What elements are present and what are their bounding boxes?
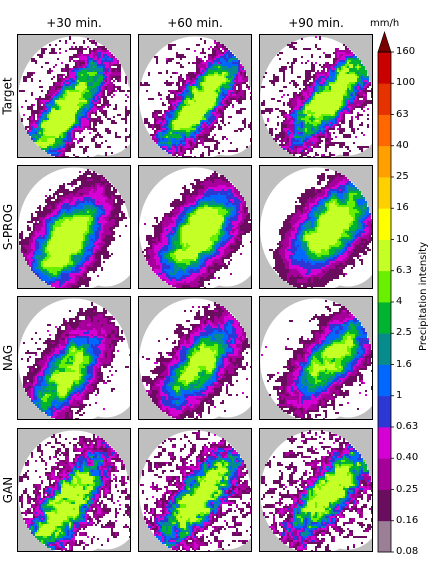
colorbar-tick-label: 63 [396,109,409,120]
panel-target-1 [17,34,131,158]
row-title-nag: NAG [0,296,16,420]
panel-frame [17,165,131,289]
colorbar-tick-label: 0.63 [396,421,418,432]
colorbar-bin-15 [378,52,391,84]
precipitation-field [140,38,252,158]
colorbar-tick-label: 100 [396,77,415,88]
precipitation-field [261,430,373,552]
colorbar-bin-11 [378,177,391,209]
precipitation-field [19,36,131,158]
colorbar-bin-0 [378,520,391,553]
colorbar-tick-label: 10 [396,234,409,245]
panel-sprog-3 [259,165,373,289]
row-title-sprog: S-PROG [0,165,16,289]
precipitation-field [261,36,373,158]
panel-target-2 [138,34,252,158]
colorbar-bin-12 [378,145,391,178]
precipitation-field [21,302,131,420]
colorbar-bin-10 [378,208,391,240]
precipitation-field [261,300,373,420]
precipitation-field [269,169,373,289]
panel-gan-2 [138,428,252,552]
colorbar-bin-14 [378,83,391,115]
column-title-30min: +30 min. [17,16,131,30]
colorbar-label: Precipitation intensity [414,40,432,552]
colorbar [377,31,394,553]
colorbar-extend-arrow [377,31,392,53]
colorbar-bin-9 [378,239,391,272]
panel-target-3 [259,34,373,158]
colorbar-tick-label: 6.3 [396,265,412,276]
colorbar-tick-label: 1 [396,390,402,401]
panel-frame [259,296,373,420]
panel-nag-2 [138,296,252,420]
colorbar-bin-5 [378,364,391,397]
panel-frame [259,165,373,289]
colorbar-bin-13 [378,114,391,147]
panel-sprog-2 [138,165,252,289]
panel-gan-1 [17,428,131,552]
colorbar-tick-label: 16 [396,202,409,213]
panel-frame [138,34,252,158]
colorbar-tick-label: 160 [396,46,415,57]
panel-gan-3 [259,428,373,552]
colorbar-tick-label: 0.25 [396,484,418,495]
panel-nag-1 [17,296,131,420]
colorbar-bin-6 [378,333,391,365]
colorbar-bin-1 [378,489,391,522]
precipitation-field [19,169,127,289]
column-title-60min: +60 min. [138,16,252,30]
panel-frame [17,34,131,158]
colorbar-tick-label: 0.40 [396,452,418,463]
column-title-90min: +90 min. [259,16,373,30]
colorbar-tick-label: 25 [396,171,409,182]
panel-frame [138,165,252,289]
panel-frame [138,428,252,552]
panel-frame [138,296,252,420]
panel-frame [259,428,373,552]
colorbar-bin-2 [378,458,391,490]
precipitation-field [140,430,252,552]
panel-frame [259,34,373,158]
colorbar-tick-label: 0.16 [396,515,418,526]
row-title-gan: GAN [0,428,16,552]
precipitation-field [142,171,252,289]
panel-nag-3 [259,296,373,420]
colorbar-tick-label: 2.5 [396,327,412,338]
panel-frame [17,296,131,420]
panel-sprog-1 [17,165,131,289]
colorbar-bin-4 [378,395,391,428]
colorbar-tick-label: 1.6 [396,359,412,370]
colorbar-tick-label: 40 [396,140,409,151]
precipitation-field [142,302,252,420]
colorbar-unit: mm/h [370,18,399,29]
colorbar-tick-label: 0.08 [396,546,418,557]
colorbar-bin-8 [378,270,391,303]
colorbar-tick-label: 4 [396,296,402,307]
panel-frame [17,428,131,552]
row-title-target: Target [0,34,16,158]
precipitation-field [19,434,131,552]
colorbar-bin-7 [378,302,391,334]
colorbar-bin-3 [378,427,391,459]
